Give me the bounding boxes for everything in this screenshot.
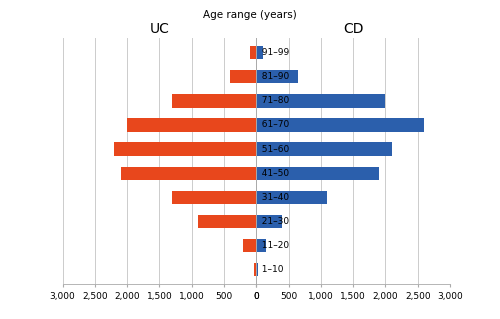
Text: 51–60: 51–60 — [256, 145, 290, 153]
Title: UC: UC — [150, 22, 170, 36]
Bar — [256, 94, 386, 108]
Text: 31–40: 31–40 — [256, 193, 290, 202]
Bar — [256, 263, 258, 276]
Text: 81–90: 81–90 — [256, 72, 290, 81]
Text: 1–10: 1–10 — [256, 265, 284, 274]
Bar — [256, 46, 262, 59]
Text: 41–50: 41–50 — [256, 169, 290, 178]
Bar — [114, 142, 256, 156]
Bar — [127, 118, 256, 132]
Text: Age range (years): Age range (years) — [203, 10, 297, 19]
Bar — [230, 70, 256, 84]
Bar — [256, 239, 266, 252]
Bar — [256, 215, 282, 228]
Bar — [250, 46, 256, 59]
Bar — [256, 142, 392, 156]
Bar — [244, 239, 256, 252]
Bar — [256, 190, 328, 204]
Bar — [256, 118, 424, 132]
Bar — [172, 94, 256, 108]
Bar — [120, 167, 256, 180]
Bar — [172, 190, 256, 204]
Text: 61–70: 61–70 — [256, 121, 290, 130]
Text: 91–99: 91–99 — [256, 48, 290, 57]
Text: 21–30: 21–30 — [256, 217, 290, 226]
Bar — [256, 167, 379, 180]
Bar — [254, 263, 256, 276]
Bar — [198, 215, 256, 228]
Text: 71–80: 71–80 — [256, 96, 290, 105]
Text: 11–20: 11–20 — [256, 241, 290, 250]
Title: CD: CD — [343, 22, 363, 36]
Bar — [256, 70, 298, 84]
